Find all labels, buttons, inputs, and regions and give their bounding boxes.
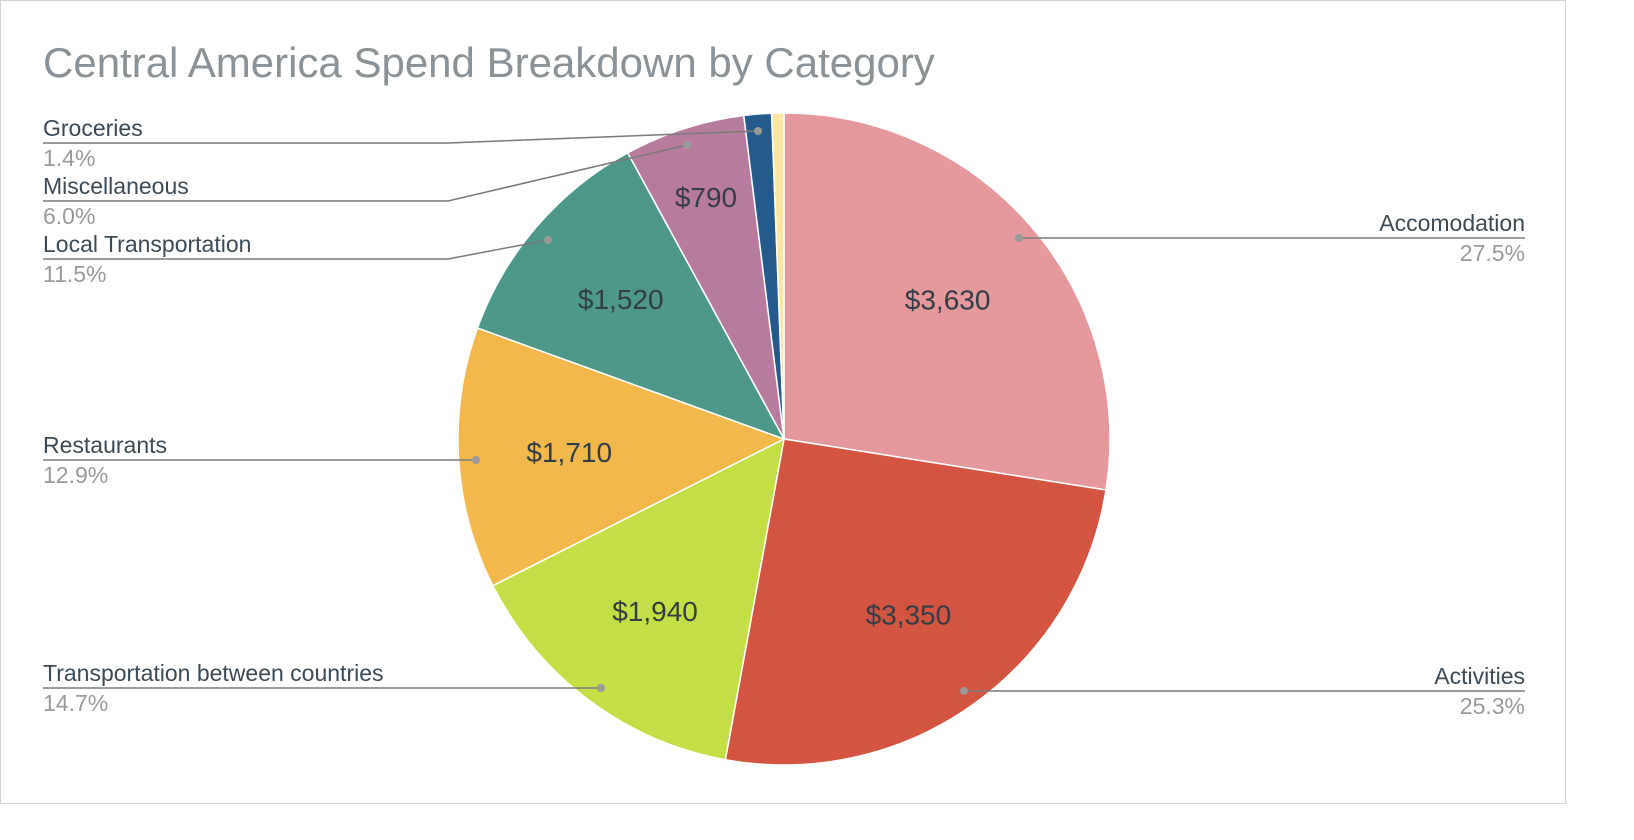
pie-slice-accomodation bbox=[783, 112, 1111, 491]
legend-label: Accomodation bbox=[1379, 210, 1525, 236]
slice-value-label: $3,630 bbox=[905, 284, 991, 315]
pie-slice-miscellaneous bbox=[626, 114, 785, 440]
pie-slice-slice-7 bbox=[770, 112, 785, 440]
callout-dot bbox=[683, 141, 691, 149]
legend-percent: 12.9% bbox=[43, 462, 108, 488]
slice-value-label: $790 bbox=[675, 182, 737, 213]
legend-percent: 6.0% bbox=[43, 203, 95, 229]
callout-dot bbox=[960, 687, 968, 695]
legend-percent: 1.4% bbox=[43, 145, 95, 171]
legend-percent: 14.7% bbox=[43, 690, 108, 716]
callout-dot bbox=[544, 236, 552, 244]
legend-percent: 11.5% bbox=[43, 261, 107, 287]
legend-label: Local Transportation bbox=[43, 231, 251, 257]
callout-dot bbox=[597, 684, 605, 692]
slice-value-label: $3,350 bbox=[866, 600, 952, 631]
legend-label: Miscellaneous bbox=[43, 173, 189, 199]
callout-line bbox=[43, 130, 759, 144]
slice-value-label: $1,940 bbox=[612, 596, 698, 627]
legend-percent: 25.3% bbox=[1460, 693, 1525, 719]
chart-title: Central America Spend Breakdown by Categ… bbox=[43, 39, 935, 86]
legend-percent: 27.5% bbox=[1460, 240, 1525, 266]
callout-dot bbox=[1015, 234, 1023, 242]
callout-line bbox=[43, 239, 549, 260]
callout-dot bbox=[472, 456, 480, 464]
pie-slice-restaurants bbox=[457, 327, 786, 587]
callout-line bbox=[43, 144, 688, 202]
pie-slice-transportation-between-countries bbox=[491, 437, 786, 761]
legend-label: Groceries bbox=[43, 115, 143, 141]
legend-label: Activities bbox=[1434, 663, 1525, 689]
legend-label: Restaurants bbox=[43, 432, 167, 458]
chart-frame: Central America Spend Breakdown by Categ… bbox=[0, 0, 1566, 804]
slice-value-label: $1,710 bbox=[526, 437, 612, 468]
pie-chart: $3,630 $3,350 $1,940 $1,710 $1,520 $790 Accomo… bbox=[43, 112, 1525, 766]
slice-value-label: $1,520 bbox=[578, 284, 664, 315]
legend-label: Transportation between countries bbox=[43, 660, 384, 686]
pie-slice-activities bbox=[724, 438, 1107, 766]
callout-dot bbox=[754, 127, 762, 135]
